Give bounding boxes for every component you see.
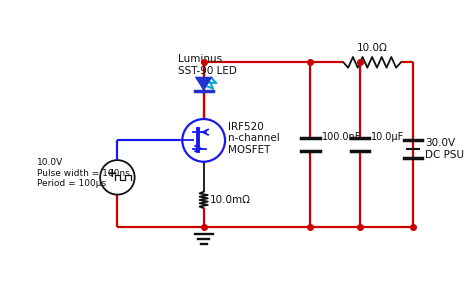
Text: 30.0V
DC PSU: 30.0V DC PSU: [425, 138, 464, 160]
Text: +: +: [106, 167, 117, 180]
Text: Luminus
SST-90 LED: Luminus SST-90 LED: [178, 54, 237, 76]
Text: IRF520
n-channel
MOSFET: IRF520 n-channel MOSFET: [228, 122, 280, 155]
Polygon shape: [195, 77, 213, 91]
Text: 100.0nF: 100.0nF: [322, 132, 361, 142]
Text: 10.0mΩ: 10.0mΩ: [210, 195, 251, 205]
Text: 10.0µF: 10.0µF: [371, 132, 404, 142]
Text: 10.0Ω: 10.0Ω: [357, 43, 388, 53]
Text: 10.0V
Pulse width = 100ns
Period = 100µs: 10.0V Pulse width = 100ns Period = 100µs: [37, 158, 130, 188]
